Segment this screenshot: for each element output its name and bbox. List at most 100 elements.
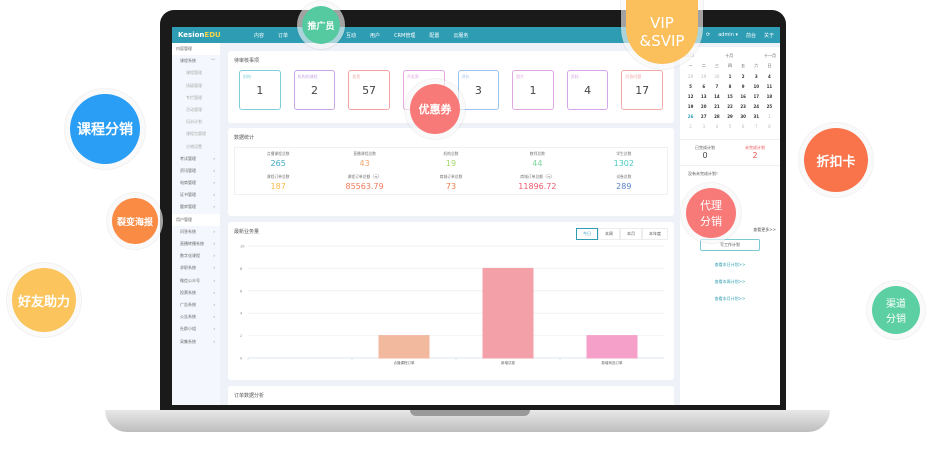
refresh-icon[interactable]: ⟳ xyxy=(706,31,711,38)
sidebar-item[interactable]: 班级管理 xyxy=(172,80,220,92)
calendar-day[interactable]: 30 xyxy=(740,114,746,119)
sidebar-item[interactable]: 用户管理 xyxy=(172,213,220,226)
pending-item[interactable]: 发货 57 xyxy=(348,70,390,110)
sidebar-item[interactable]: 直播转播系统 › xyxy=(172,238,220,250)
calendar-day[interactable]: 7 xyxy=(715,84,719,89)
user-menu[interactable]: admin ▾ xyxy=(718,31,738,38)
cal-prev[interactable]: 2015 xyxy=(684,53,695,58)
sidebar-item[interactable]: 课程管理 xyxy=(172,67,220,79)
sidebar-item[interactable]: 活动管理 xyxy=(172,104,220,116)
tab-0[interactable]: 今日 xyxy=(576,228,598,240)
pending-item[interactable]: 机构 1 xyxy=(239,70,281,110)
bubble-course-distribution: 课程分销 xyxy=(70,94,140,164)
calendar-day[interactable]: 12 xyxy=(687,94,694,99)
sidebar-item[interactable]: 培训计划 xyxy=(172,116,220,128)
sidebar-item[interactable]: 社群小组 › xyxy=(172,323,220,335)
calendar-day[interactable]: 26 xyxy=(687,114,694,119)
sidebar-item[interactable]: 内容管理 xyxy=(172,43,220,56)
sidebar-item[interactable]: 课程系统 ﹀ xyxy=(172,55,220,67)
calendar-day[interactable]: 6 xyxy=(741,124,745,129)
calendar-day[interactable]: 2 xyxy=(741,74,745,79)
sidebar-item[interactable]: 公告系统 › xyxy=(172,311,220,323)
calendar-day[interactable]: 8 xyxy=(728,84,732,89)
sidebar-item[interactable]: 广告系统 › xyxy=(172,299,220,311)
calendar-day[interactable]: 13 xyxy=(700,94,707,99)
calendar-day[interactable]: 11 xyxy=(766,84,773,89)
sidebar-item[interactable]: 专栏管理 xyxy=(172,92,220,104)
calendar-day[interactable]: 4 xyxy=(768,74,771,79)
sidebar-item[interactable]: 微信公众号 › xyxy=(172,275,220,287)
sidebar-item[interactable]: 数字化课程 › xyxy=(172,250,220,262)
calendar-day[interactable]: 1 xyxy=(768,114,771,119)
nav-item[interactable]: 订单 xyxy=(278,32,289,39)
sidebar-item[interactable]: 采集系统 › xyxy=(172,336,220,348)
calendar-day[interactable]: 5 xyxy=(728,124,732,129)
nav-item[interactable]: 互动 xyxy=(346,32,357,39)
calendar-day[interactable]: 24 xyxy=(753,104,760,109)
calendar-day[interactable]: 29 xyxy=(727,114,733,119)
logo[interactable]: KesionEDU xyxy=(178,31,221,39)
calendar-day[interactable]: 7 xyxy=(755,124,758,129)
calendar-day[interactable]: 22 xyxy=(727,104,733,109)
calendar-day[interactable]: 29 xyxy=(701,74,707,79)
sidebar-item[interactable]: 投票系统 › xyxy=(172,287,220,299)
calendar-day[interactable]: 9 xyxy=(741,84,745,89)
calendar-day[interactable]: 8 xyxy=(768,124,771,129)
nav-item[interactable]: 用户 xyxy=(370,32,381,39)
calendar-day[interactable]: 18 xyxy=(766,94,773,99)
calendar-day[interactable]: 19 xyxy=(687,104,694,109)
calendar-day[interactable]: 28 xyxy=(714,114,720,119)
pending-item[interactable]: 问答问题 17 xyxy=(621,70,663,110)
tab-1[interactable]: 本周 xyxy=(598,228,620,240)
sidebar-item[interactable]: 题库管理 › xyxy=(172,201,220,213)
cal-next[interactable]: 十一月 xyxy=(764,53,776,58)
nav-item[interactable]: 配置 xyxy=(429,32,440,39)
plan-link[interactable]: 查看本周计划>> xyxy=(714,279,746,284)
stat-item: 课程订单总数 187 xyxy=(235,171,321,194)
calendar-day[interactable]: 10 xyxy=(753,84,760,89)
calendar-day[interactable]: 25 xyxy=(766,104,773,109)
sidebar-item[interactable]: 资讯管理 › xyxy=(172,165,220,177)
sidebar-item[interactable]: 证书管理 › xyxy=(172,189,220,201)
sidebar-item[interactable]: 分销设置 xyxy=(172,141,220,153)
calendar-day[interactable]: 2 xyxy=(689,124,692,129)
pending-item[interactable]: 资料 4 xyxy=(566,70,609,110)
sidebar-item[interactable]: 考试管理 › xyxy=(172,153,220,165)
calendar-day[interactable]: 1 xyxy=(728,74,732,79)
sidebar-item[interactable]: 求职系统 › xyxy=(172,262,220,274)
front-link[interactable]: 前台 xyxy=(745,32,756,39)
tab-3[interactable]: 本年度 xyxy=(642,228,668,240)
nav-item[interactable]: CRM管理 xyxy=(394,32,416,39)
nav-item[interactable]: 内容 xyxy=(254,32,265,39)
sidebar-item[interactable]: 课程包管理 xyxy=(172,128,220,140)
more-link[interactable]: 查看更多>> xyxy=(753,227,776,232)
calendar-day[interactable]: 16 xyxy=(740,94,746,99)
calendar-day[interactable]: 15 xyxy=(727,94,733,99)
calendar-day[interactable]: 4 xyxy=(715,124,719,129)
calendar-day[interactable]: 3 xyxy=(702,124,705,129)
write-plan-button[interactable]: 写工作计划 xyxy=(700,239,760,251)
pending-item[interactable]: 机构的课程 2 xyxy=(293,70,336,110)
sidebar-item[interactable]: 电商管理 › xyxy=(172,177,220,189)
sidebar-item[interactable]: 问答系统 › xyxy=(172,226,220,238)
calendar-day[interactable]: 5 xyxy=(689,84,692,89)
calendar-day[interactable]: 6 xyxy=(702,84,706,89)
calendar-day[interactable]: 31 xyxy=(753,114,760,119)
plan-link[interactable]: 查看本月计划>> xyxy=(714,296,746,301)
calendar-day[interactable]: 30 xyxy=(714,74,720,79)
calendar-day[interactable]: 20 xyxy=(700,104,707,109)
calendar-day[interactable]: 3 xyxy=(754,74,758,79)
nav-item[interactable]: 云服务 xyxy=(453,32,469,39)
about-link[interactable]: 关于 xyxy=(763,32,774,39)
calendar-day[interactable]: 23 xyxy=(740,104,746,109)
calendar-day[interactable]: 17 xyxy=(753,94,760,99)
calendar-day[interactable]: 28 xyxy=(688,74,694,79)
sidebar-label: 班级管理 xyxy=(186,82,202,88)
pending-item[interactable]: 评价 3 xyxy=(457,70,500,110)
tab-2[interactable]: 本月 xyxy=(620,228,642,240)
calendar-day[interactable]: 21 xyxy=(714,104,720,109)
pending-item[interactable]: 图片 1 xyxy=(512,70,554,110)
calendar-day[interactable]: 27 xyxy=(700,114,707,119)
plan-link[interactable]: 查看本日计划>> xyxy=(714,262,746,267)
calendar-day[interactable]: 14 xyxy=(714,94,720,99)
